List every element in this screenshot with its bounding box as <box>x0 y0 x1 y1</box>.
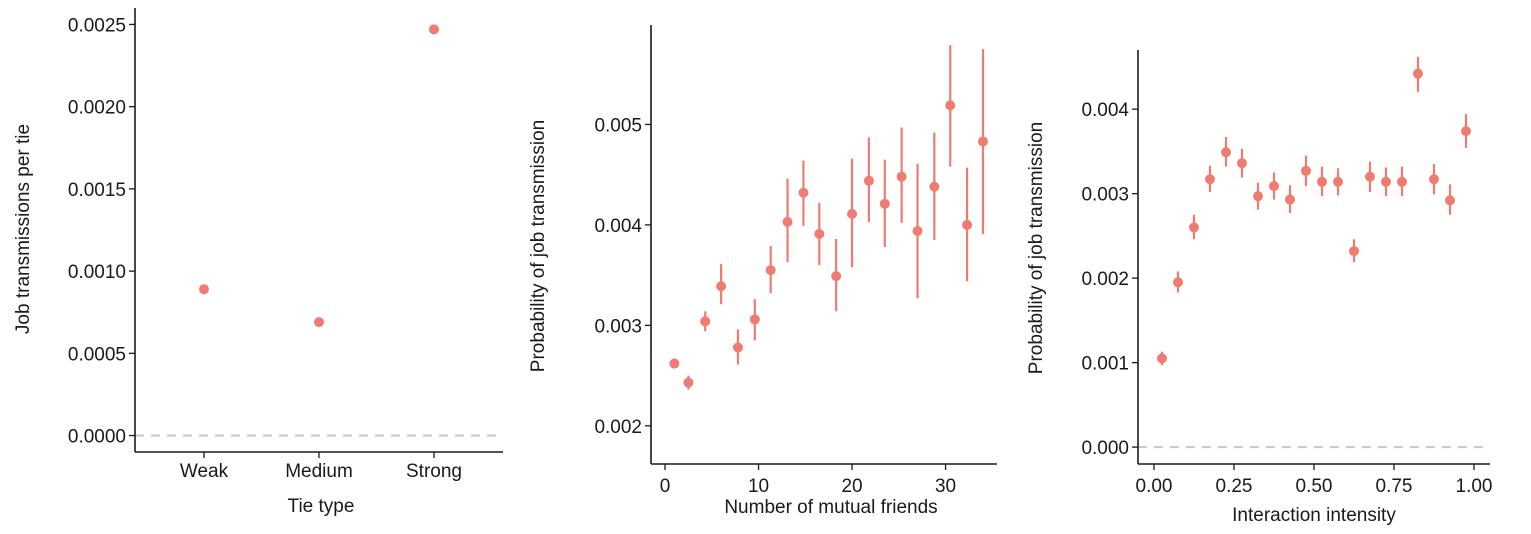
data-point <box>1285 194 1295 205</box>
y-tick-label: 0.003 <box>1081 185 1129 206</box>
x-tick-label: 0.25 <box>1216 476 1253 497</box>
y-tick-label: 0.001 <box>1081 354 1129 375</box>
data-point <box>814 228 825 239</box>
y-tick-label: 0.003 <box>594 316 642 337</box>
y-tick-label: 0.0000 <box>68 427 126 448</box>
data-point <box>1269 181 1279 192</box>
x-tick-label: Strong <box>406 461 462 482</box>
data-point <box>1237 158 1247 169</box>
data-point <box>1189 222 1199 233</box>
panel-mutual-friends: Probability of job transmission Number o… <box>528 25 997 518</box>
data-point <box>1205 174 1215 185</box>
y-tick-label: 0.002 <box>594 417 642 438</box>
data-point <box>879 198 890 209</box>
data-point <box>1445 195 1455 206</box>
data-point <box>782 216 793 227</box>
data-point <box>1333 176 1343 187</box>
data-point <box>1461 126 1471 137</box>
data-point <box>716 281 727 292</box>
data-point <box>1413 68 1423 79</box>
y-tick-label: 0.002 <box>1081 269 1129 290</box>
data-point <box>1157 353 1167 364</box>
data-point <box>798 187 809 198</box>
x-tick-label: Medium <box>285 461 353 482</box>
x-tick-label: 30 <box>935 476 956 497</box>
data-point <box>683 377 694 388</box>
data-point <box>831 271 842 282</box>
data-point <box>1349 246 1359 257</box>
x-tick-label: 0 <box>660 476 671 497</box>
data-point <box>1301 165 1311 176</box>
data-point <box>669 358 680 369</box>
data-point <box>732 342 743 353</box>
x-axis-title: Interaction intensity <box>1232 505 1396 526</box>
data-point <box>1221 147 1231 158</box>
x-tick-label: 20 <box>841 476 862 497</box>
y-tick-label: 0.0025 <box>68 15 126 36</box>
y-tick-label: 0.004 <box>1081 100 1129 121</box>
x-axis-title: Tie type <box>288 496 355 517</box>
y-tick-label: 0.0015 <box>68 180 126 201</box>
x-axis-title: Number of mutual friends <box>724 497 937 518</box>
data-point <box>945 100 956 111</box>
x-tick-label: 0.75 <box>1376 476 1413 497</box>
data-point <box>912 225 923 236</box>
y-tick-label: 0.000 <box>1081 438 1129 459</box>
data-point <box>314 317 324 328</box>
data-point <box>896 171 907 182</box>
data-point <box>749 314 760 325</box>
data-point <box>1173 277 1183 288</box>
x-tick-label: 1.00 <box>1456 476 1493 497</box>
y-tick-label: 0.004 <box>594 216 642 237</box>
data-point <box>962 219 973 230</box>
y-tick-label: 0.0020 <box>68 98 126 119</box>
data-point <box>765 265 776 276</box>
data-point <box>199 284 209 295</box>
x-tick-label: Weak <box>180 461 229 482</box>
data-point <box>1397 176 1407 187</box>
data-point <box>1365 171 1375 182</box>
y-tick-label: 0.005 <box>594 115 642 136</box>
data-point <box>700 316 711 327</box>
data-point <box>429 24 439 35</box>
data-point <box>1429 174 1439 185</box>
x-tick-label: 0.00 <box>1136 476 1173 497</box>
data-point <box>977 136 988 147</box>
data-point <box>1317 176 1327 187</box>
panel-tie-type: Job transmissions per tie Tie type 0.000… <box>13 8 503 517</box>
panel-interaction-intensity: Probability of job transmission Interact… <box>1026 50 1492 526</box>
data-point <box>863 175 874 186</box>
x-tick-label: 0.50 <box>1296 476 1333 497</box>
y-tick-label: 0.0010 <box>68 262 126 283</box>
y-tick-label: 0.0005 <box>68 344 126 365</box>
x-tick-label: 10 <box>748 476 769 497</box>
y-axis-title: Probability of job transmission <box>1026 122 1047 374</box>
data-point <box>929 181 940 192</box>
y-axis-title: Job transmissions per tie <box>13 124 34 334</box>
y-axis-title: Probability of job transmission <box>528 120 549 372</box>
data-point <box>1381 176 1391 187</box>
data-point <box>1253 191 1263 202</box>
data-point <box>847 208 858 219</box>
